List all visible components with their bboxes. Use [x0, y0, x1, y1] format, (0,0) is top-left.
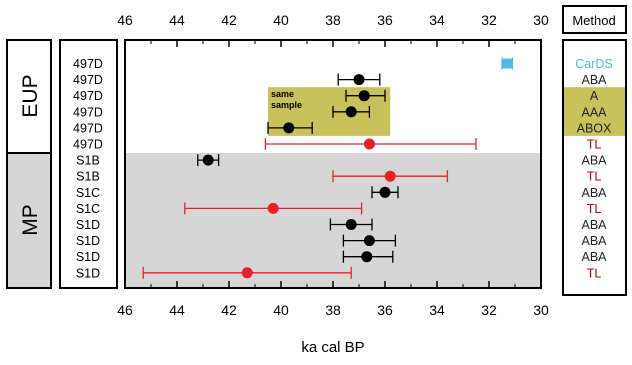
method-header-box: [562, 5, 627, 34]
period-label-eup: EUP: [19, 74, 42, 117]
method-label: ABA: [581, 234, 607, 248]
method-label: AAA: [581, 105, 607, 119]
sample-label: S1B: [76, 170, 100, 184]
period-panel-mp: [6, 152, 52, 289]
method-highlight: [564, 87, 625, 136]
x-axis-label: ka cal BP: [301, 339, 364, 356]
data-point: [283, 122, 295, 134]
method-label: TL: [587, 266, 602, 280]
x-tick-label-bottom: 38: [325, 302, 341, 318]
x-tick-label-top: 30: [533, 12, 549, 28]
data-point: [267, 202, 279, 214]
method-header: Method: [572, 13, 615, 28]
x-tick-label-bottom: 40: [273, 302, 289, 318]
method-label: ABA: [581, 218, 607, 232]
method-label: ABOX: [577, 121, 612, 135]
data-point: [241, 267, 253, 279]
data-marks: [142, 57, 514, 279]
sample-label: 497D: [73, 121, 103, 135]
x-tick-label-bottom: 30: [533, 302, 549, 318]
sample-label: S1C: [76, 202, 100, 216]
sample-label: 497D: [73, 138, 103, 152]
x-tick-label-bottom: 34: [429, 302, 445, 318]
sample-label: 497D: [73, 73, 103, 87]
data-point: [363, 138, 375, 150]
x-tick-label-bottom: 32: [481, 302, 497, 318]
method-label: TL: [587, 138, 602, 152]
x-tick-label-top: 38: [325, 12, 341, 28]
sample-label: 497D: [73, 57, 103, 71]
data-point: [202, 154, 214, 166]
sample-label: S1C: [76, 186, 100, 200]
data-point: [361, 251, 373, 263]
method-label: ABA: [581, 186, 607, 200]
data-point: [345, 106, 357, 118]
highlight-label-line1: same: [271, 89, 294, 99]
highlight-label-line2: sample: [271, 100, 302, 110]
method-label: ABA: [581, 73, 607, 87]
data-point: [358, 90, 370, 102]
method-label: ABA: [581, 250, 607, 264]
sample-label: 497D: [73, 89, 103, 103]
data-point: [384, 170, 396, 182]
period-panel-eup: [6, 39, 52, 154]
x-tick-label-bottom: 42: [221, 302, 237, 318]
sample-label: S1D: [76, 250, 100, 264]
x-tick-label-bottom: 36: [377, 302, 393, 318]
data-point: [502, 58, 513, 69]
x-tick-label-top: 42: [221, 12, 237, 28]
method-label: TL: [587, 202, 602, 216]
sample-label: S1D: [76, 234, 100, 248]
x-tick-label-top: 34: [429, 12, 445, 28]
x-tick-label-top: 40: [273, 12, 289, 28]
method-label: ABA: [581, 154, 607, 168]
axis-ticks: 46 46 44 44 42 42 40 40 38 38 36 36 34 34 32 32 30 30: [117, 12, 549, 318]
data-point: [345, 219, 357, 230]
method-panel: [562, 39, 627, 296]
sample-label: 497D: [73, 105, 103, 119]
period-label-mp: MP: [19, 204, 42, 236]
data-point: [363, 235, 375, 247]
x-tick-label-bottom: 46: [117, 302, 133, 318]
data-point: [353, 74, 365, 86]
method-label: CarDS: [575, 57, 613, 71]
sample-labels: 497D 497D 497D 497D 497D 497D S1B S1B S1C S1C S1D S…: [73, 57, 103, 280]
x-tick-label-top: 46: [117, 12, 133, 28]
data-point: [379, 186, 391, 198]
x-tick-label-top: 32: [481, 12, 497, 28]
sample-label: S1D: [76, 266, 100, 280]
x-tick-label-top: 36: [377, 12, 393, 28]
sample-label: S1D: [76, 218, 100, 232]
sample-label-panel: [59, 39, 118, 289]
method-label: A: [590, 89, 599, 103]
sample-label: S1B: [76, 154, 100, 168]
x-tick-label-bottom: 44: [169, 302, 185, 318]
x-tick-label-top: 44: [169, 12, 185, 28]
method-label: TL: [587, 170, 602, 184]
